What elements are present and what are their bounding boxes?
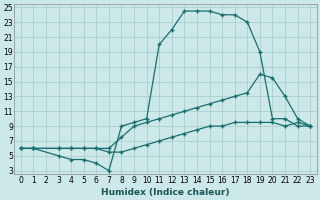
X-axis label: Humidex (Indice chaleur): Humidex (Indice chaleur)	[101, 188, 230, 197]
